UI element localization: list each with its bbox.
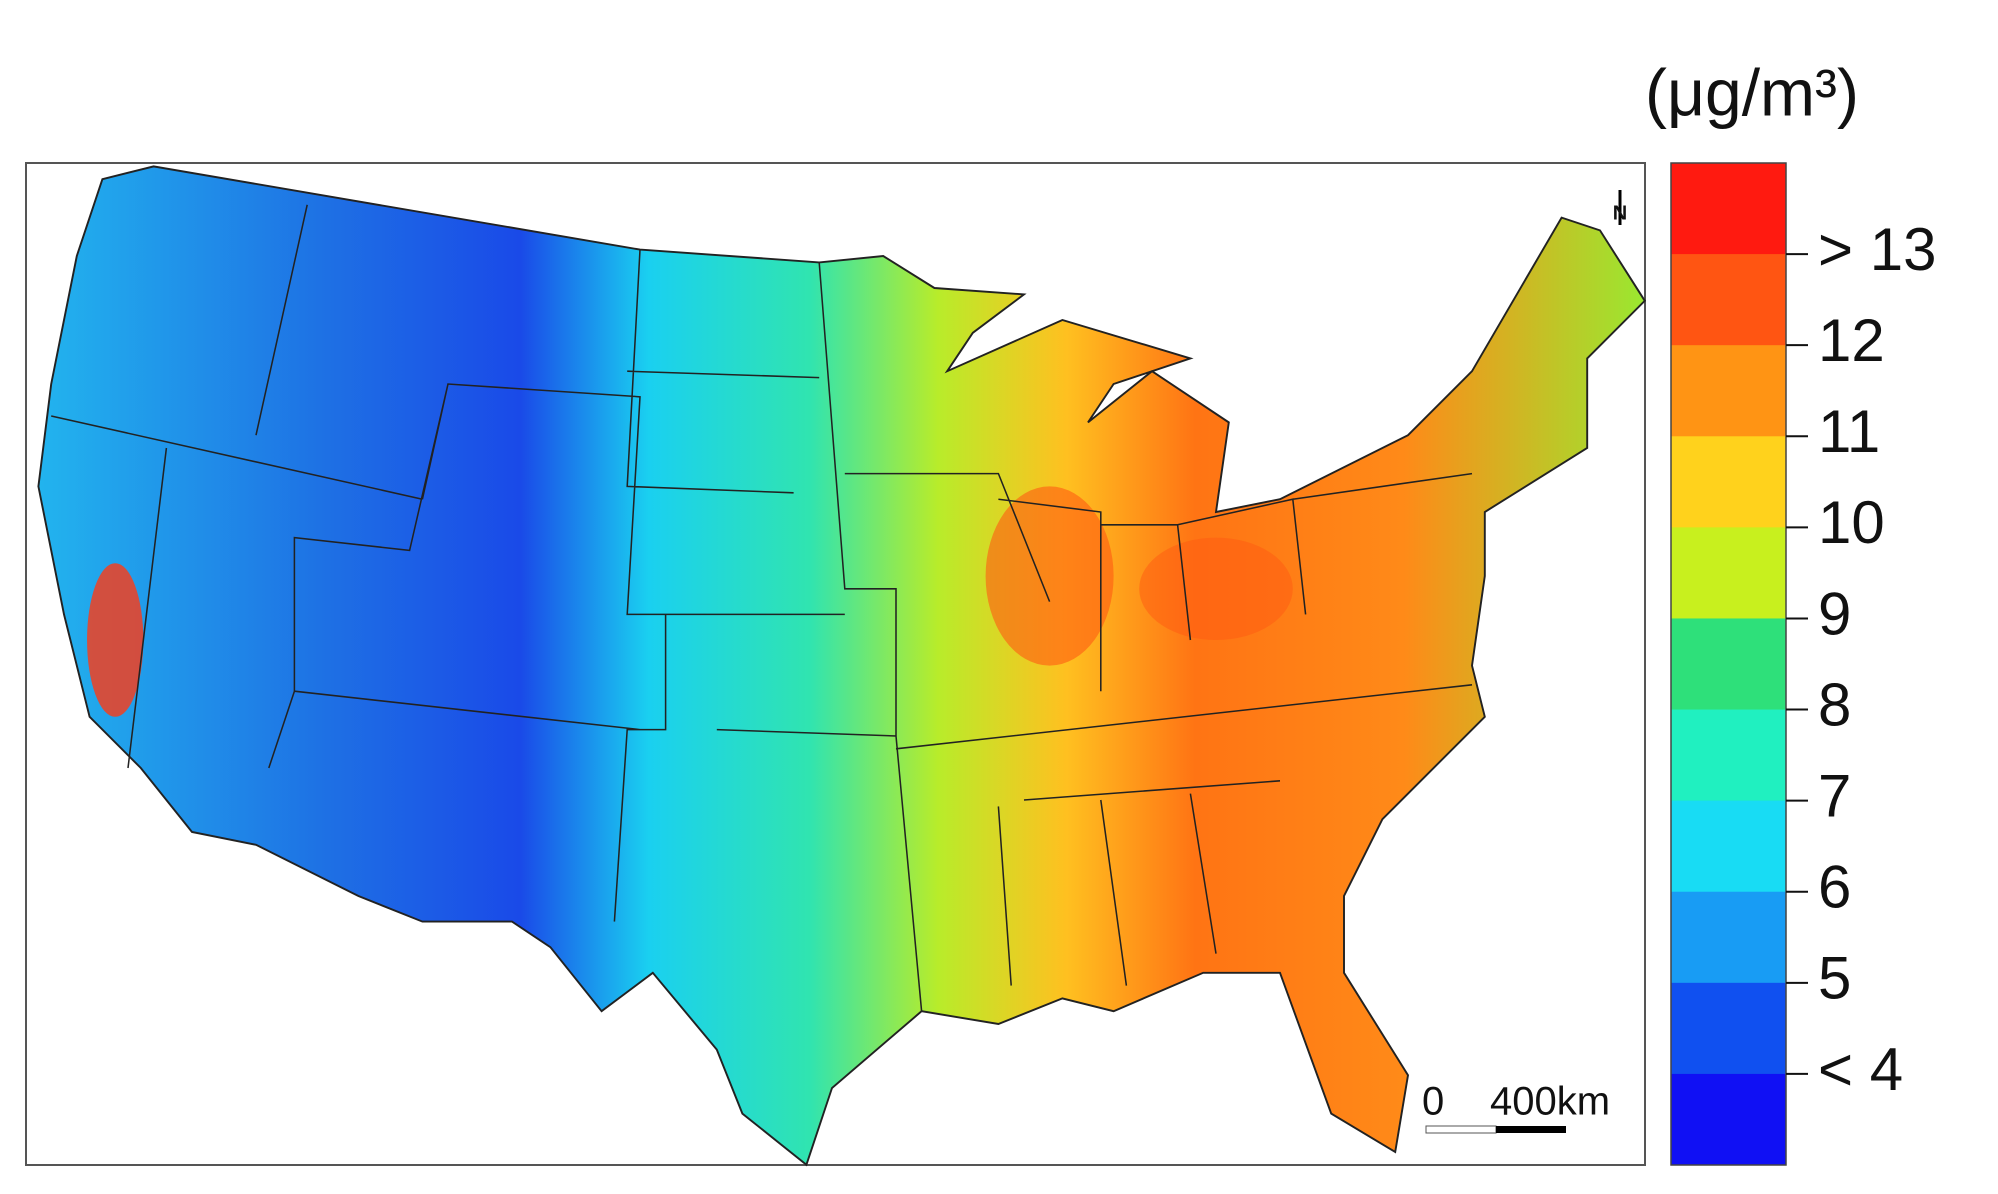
legend-label: 5 bbox=[1818, 945, 1851, 1012]
legend-label: 11 bbox=[1818, 398, 1880, 465]
legend-label: 8 bbox=[1818, 671, 1851, 738]
legend-swatch bbox=[1671, 254, 1786, 346]
legend-label: < 4 bbox=[1818, 1036, 1903, 1103]
scale-segment bbox=[1425, 1125, 1497, 1134]
legend-label: > 13 bbox=[1818, 216, 1936, 283]
legend-swatch bbox=[1671, 436, 1786, 528]
legend-label: 7 bbox=[1818, 762, 1851, 829]
legend-border bbox=[1670, 162, 1787, 1166]
legend-swatch bbox=[1671, 709, 1786, 802]
legend-title: (μg/m³) bbox=[1645, 55, 1859, 129]
state-borders bbox=[51, 204, 1473, 1012]
legend-swatch bbox=[1671, 163, 1786, 255]
scale-segment bbox=[1496, 1126, 1566, 1133]
legend-swatch bbox=[1671, 982, 1786, 1075]
legend-swatch bbox=[1671, 891, 1786, 984]
scale-label: 0 bbox=[1422, 1080, 1444, 1124]
north-label: N bbox=[1613, 202, 1627, 224]
legend-swatch bbox=[1671, 527, 1786, 619]
legend-swatch bbox=[1671, 1073, 1786, 1166]
legend-label: 9 bbox=[1818, 580, 1851, 647]
hotspot bbox=[1139, 537, 1293, 640]
scale-bar: 0 400km bbox=[1422, 1080, 1610, 1134]
legend-swatch bbox=[1671, 618, 1786, 711]
us-map bbox=[37, 165, 1647, 1167]
legend-swatch bbox=[1671, 345, 1786, 437]
north-arrow: N bbox=[1613, 190, 1627, 225]
legend-label: 6 bbox=[1818, 854, 1851, 921]
hotspot bbox=[87, 563, 144, 717]
legend-label: 12 bbox=[1818, 307, 1885, 374]
color-legend: > 13 12 11 10 9 8 7 6 5 < 4 bbox=[1670, 162, 1936, 1166]
hotspot bbox=[985, 486, 1114, 666]
scale-label: 400km bbox=[1490, 1080, 1610, 1124]
legend-swatch bbox=[1671, 800, 1786, 893]
legend-label: 10 bbox=[1818, 489, 1885, 556]
